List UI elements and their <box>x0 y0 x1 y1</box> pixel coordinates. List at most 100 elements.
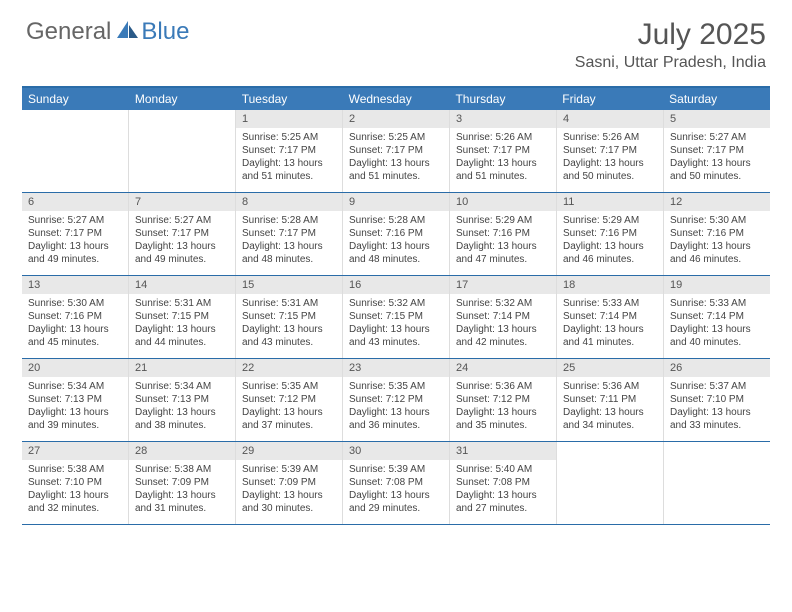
week-row: 20Sunrise: 5:34 AMSunset: 7:13 PMDayligh… <box>22 359 770 442</box>
day-body: Sunrise: 5:27 AMSunset: 7:17 PMDaylight:… <box>22 211 128 271</box>
day-cell: 4Sunrise: 5:26 AMSunset: 7:17 PMDaylight… <box>557 110 664 192</box>
day-number: 4 <box>557 110 663 128</box>
day-number: 11 <box>557 193 663 211</box>
day-body: Sunrise: 5:33 AMSunset: 7:14 PMDaylight:… <box>664 294 770 354</box>
sunrise-line: Sunrise: 5:32 AM <box>349 297 443 310</box>
day-body: Sunrise: 5:31 AMSunset: 7:15 PMDaylight:… <box>129 294 235 354</box>
day-cell: 3Sunrise: 5:26 AMSunset: 7:17 PMDaylight… <box>450 110 557 192</box>
week-row: 13Sunrise: 5:30 AMSunset: 7:16 PMDayligh… <box>22 276 770 359</box>
day-cell: 2Sunrise: 5:25 AMSunset: 7:17 PMDaylight… <box>343 110 450 192</box>
daylight-line: Daylight: 13 hours and 27 minutes. <box>456 489 550 515</box>
sunrise-line: Sunrise: 5:27 AM <box>28 214 122 227</box>
day-body: Sunrise: 5:25 AMSunset: 7:17 PMDaylight:… <box>236 128 342 188</box>
day-number: 12 <box>664 193 770 211</box>
week-row: 1Sunrise: 5:25 AMSunset: 7:17 PMDaylight… <box>22 110 770 193</box>
daylight-line: Daylight: 13 hours and 34 minutes. <box>563 406 657 432</box>
sunrise-line: Sunrise: 5:36 AM <box>563 380 657 393</box>
day-body: Sunrise: 5:35 AMSunset: 7:12 PMDaylight:… <box>236 377 342 437</box>
sunrise-line: Sunrise: 5:35 AM <box>349 380 443 393</box>
sunset-line: Sunset: 7:10 PM <box>28 476 122 489</box>
weekday-header: Thursday <box>449 88 556 110</box>
day-body: Sunrise: 5:30 AMSunset: 7:16 PMDaylight:… <box>664 211 770 271</box>
daylight-line: Daylight: 13 hours and 29 minutes. <box>349 489 443 515</box>
logo-sail-icon <box>117 21 139 44</box>
sunset-line: Sunset: 7:15 PM <box>242 310 336 323</box>
day-body: Sunrise: 5:28 AMSunset: 7:17 PMDaylight:… <box>236 211 342 271</box>
day-number: 27 <box>22 442 128 460</box>
sunset-line: Sunset: 7:14 PM <box>563 310 657 323</box>
day-number: 20 <box>22 359 128 377</box>
day-cell: 5Sunrise: 5:27 AMSunset: 7:17 PMDaylight… <box>664 110 770 192</box>
day-cell: 6Sunrise: 5:27 AMSunset: 7:17 PMDaylight… <box>22 193 129 275</box>
daylight-line: Daylight: 13 hours and 49 minutes. <box>135 240 229 266</box>
sunset-line: Sunset: 7:17 PM <box>670 144 764 157</box>
day-body: Sunrise: 5:28 AMSunset: 7:16 PMDaylight:… <box>343 211 449 271</box>
sunrise-line: Sunrise: 5:27 AM <box>670 131 764 144</box>
daylight-line: Daylight: 13 hours and 50 minutes. <box>670 157 764 183</box>
day-cell: 26Sunrise: 5:37 AMSunset: 7:10 PMDayligh… <box>664 359 770 441</box>
daylight-line: Daylight: 13 hours and 32 minutes. <box>28 489 122 515</box>
day-cell <box>664 442 770 524</box>
day-body: Sunrise: 5:39 AMSunset: 7:08 PMDaylight:… <box>343 460 449 520</box>
daylight-line: Daylight: 13 hours and 50 minutes. <box>563 157 657 183</box>
day-number: 15 <box>236 276 342 294</box>
day-number: 10 <box>450 193 556 211</box>
sunset-line: Sunset: 7:11 PM <box>563 393 657 406</box>
daylight-line: Daylight: 13 hours and 49 minutes. <box>28 240 122 266</box>
sunrise-line: Sunrise: 5:27 AM <box>135 214 229 227</box>
day-number: 24 <box>450 359 556 377</box>
sunset-line: Sunset: 7:17 PM <box>349 144 443 157</box>
day-number: 16 <box>343 276 449 294</box>
daylight-line: Daylight: 13 hours and 40 minutes. <box>670 323 764 349</box>
day-number: 22 <box>236 359 342 377</box>
sunset-line: Sunset: 7:12 PM <box>456 393 550 406</box>
sunset-line: Sunset: 7:17 PM <box>242 227 336 240</box>
sunset-line: Sunset: 7:16 PM <box>456 227 550 240</box>
day-cell: 24Sunrise: 5:36 AMSunset: 7:12 PMDayligh… <box>450 359 557 441</box>
day-body: Sunrise: 5:32 AMSunset: 7:14 PMDaylight:… <box>450 294 556 354</box>
sunrise-line: Sunrise: 5:30 AM <box>670 214 764 227</box>
sunset-line: Sunset: 7:16 PM <box>349 227 443 240</box>
day-body: Sunrise: 5:29 AMSunset: 7:16 PMDaylight:… <box>450 211 556 271</box>
sunrise-line: Sunrise: 5:33 AM <box>670 297 764 310</box>
day-cell: 31Sunrise: 5:40 AMSunset: 7:08 PMDayligh… <box>450 442 557 524</box>
day-number: 7 <box>129 193 235 211</box>
sunset-line: Sunset: 7:14 PM <box>456 310 550 323</box>
day-number: 19 <box>664 276 770 294</box>
day-number: 6 <box>22 193 128 211</box>
weekday-header: Wednesday <box>343 88 450 110</box>
sunset-line: Sunset: 7:09 PM <box>135 476 229 489</box>
sunset-line: Sunset: 7:17 PM <box>242 144 336 157</box>
day-body: Sunrise: 5:40 AMSunset: 7:08 PMDaylight:… <box>450 460 556 520</box>
sunset-line: Sunset: 7:08 PM <box>456 476 550 489</box>
day-number: 26 <box>664 359 770 377</box>
day-body: Sunrise: 5:25 AMSunset: 7:17 PMDaylight:… <box>343 128 449 188</box>
header: General Blue July 2025 Sasni, Uttar Prad… <box>0 0 792 78</box>
day-cell <box>557 442 664 524</box>
daylight-line: Daylight: 13 hours and 47 minutes. <box>456 240 550 266</box>
sunset-line: Sunset: 7:15 PM <box>135 310 229 323</box>
sunset-line: Sunset: 7:15 PM <box>349 310 443 323</box>
day-cell: 9Sunrise: 5:28 AMSunset: 7:16 PMDaylight… <box>343 193 450 275</box>
day-cell: 27 Sunrise: 5:38 AMSunset: 7:10 PMDayligh… <box>22 442 129 524</box>
calendar-body: 1Sunrise: 5:25 AMSunset: 7:17 PMDaylight… <box>22 110 770 525</box>
week-row: 6Sunrise: 5:27 AMSunset: 7:17 PMDaylight… <box>22 193 770 276</box>
daylight-line: Daylight: 13 hours and 37 minutes. <box>242 406 336 432</box>
day-body: Sunrise: 5:36 AMSunset: 7:12 PMDaylight:… <box>450 377 556 437</box>
weekday-header: Saturday <box>663 88 770 110</box>
day-cell: 7Sunrise: 5:27 AMSunset: 7:17 PMDaylight… <box>129 193 236 275</box>
day-body: Sunrise: 5:34 AMSunset: 7:13 PMDaylight:… <box>129 377 235 437</box>
day-body: Sunrise: 5:31 AMSunset: 7:15 PMDaylight:… <box>236 294 342 354</box>
day-number: 21 <box>129 359 235 377</box>
sunrise-line: Sunrise: 5:26 AM <box>456 131 550 144</box>
weekday-header: Monday <box>129 88 236 110</box>
day-cell: 15Sunrise: 5:31 AMSunset: 7:15 PMDayligh… <box>236 276 343 358</box>
day-cell: 30Sunrise: 5:39 AMSunset: 7:08 PMDayligh… <box>343 442 450 524</box>
day-body: Sunrise: 5:39 AMSunset: 7:09 PMDaylight:… <box>236 460 342 520</box>
day-body: Sunrise: 5:37 AMSunset: 7:10 PMDaylight:… <box>664 377 770 437</box>
day-number: 13 <box>22 276 128 294</box>
day-number: 3 <box>450 110 556 128</box>
sunrise-line: Sunrise: 5:38 AM <box>28 463 122 476</box>
sunset-line: Sunset: 7:08 PM <box>349 476 443 489</box>
day-cell: 8Sunrise: 5:28 AMSunset: 7:17 PMDaylight… <box>236 193 343 275</box>
